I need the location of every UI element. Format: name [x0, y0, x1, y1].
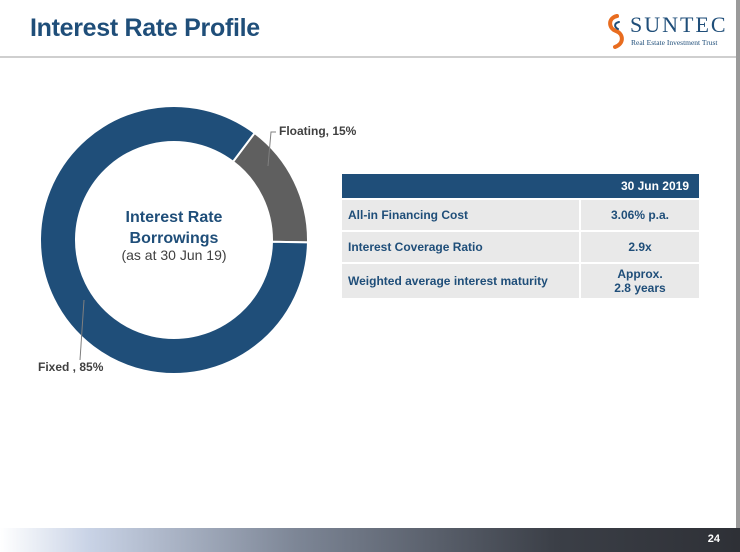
table-row: Interest Coverage Ratio 2.9x [342, 232, 699, 262]
fixed-leader-line [79, 299, 85, 361]
page-title: Interest Rate Profile [30, 14, 260, 42]
table-header: 30 Jun 2019 [342, 174, 699, 198]
logo-subtitle: Real Estate Investment Trust [631, 38, 718, 47]
suntec-logo-icon [608, 14, 624, 49]
row-value: 2.9x [579, 232, 699, 262]
row-value: 3.06% p.a. [579, 200, 699, 230]
financing-metrics-table: 30 Jun 2019 All-in Financing Cost 3.06% … [342, 172, 699, 300]
brand-logo: SUNTEC Real Estate Investment Trust [604, 12, 726, 52]
slide-edge [736, 0, 740, 552]
donut-center-title: Interest Rate Borrowings [125, 209, 223, 247]
table-row: All-in Financing Cost 3.06% p.a. [342, 200, 699, 230]
row-value-line1: Approx. [617, 267, 663, 281]
title-divider [0, 56, 736, 58]
row-value: Approx. 2.8 years [579, 264, 699, 298]
row-value-line2: 2.8 years [614, 281, 666, 295]
row-label: Interest Coverage Ratio [342, 232, 579, 262]
donut-slice-fixed [39, 105, 309, 375]
floating-leader-line [267, 131, 276, 167]
donut-center-subtitle: (as at 30 Jun 19) [121, 247, 227, 263]
table-row: Weighted average interest maturity Appro… [342, 264, 699, 298]
floating-data-label: Floating, 15% [279, 124, 357, 138]
row-label: Weighted average interest maturity [342, 264, 579, 298]
page-number: 24 [707, 533, 720, 545]
fixed-data-label: Fixed , 85% [38, 360, 104, 374]
row-label: All-in Financing Cost [342, 200, 579, 230]
footer-bar [0, 528, 740, 552]
logo-wordmark: SUNTEC [630, 12, 728, 37]
